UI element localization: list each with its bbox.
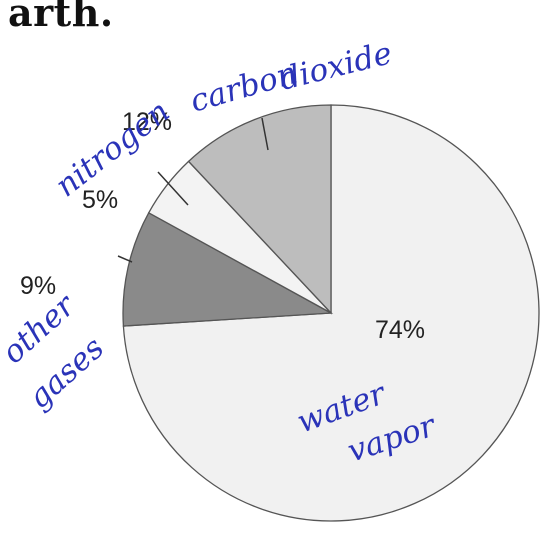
label-74: 74% — [375, 316, 425, 344]
pie-slice-9 — [122, 211, 334, 327]
leader-line-nitrogen — [157, 171, 189, 206]
handwritten-dioxide: dioxide — [276, 35, 395, 98]
label-9: 9% — [20, 272, 56, 300]
pie-slices — [122, 104, 540, 522]
cropped-heading: arth. — [8, 0, 114, 35]
leader-line-other — [117, 255, 133, 263]
label-12: 12% — [122, 108, 172, 136]
label-5: 5% — [82, 186, 118, 214]
pie-slice-12 — [187, 104, 332, 315]
leader-line-co2 — [261, 117, 269, 151]
